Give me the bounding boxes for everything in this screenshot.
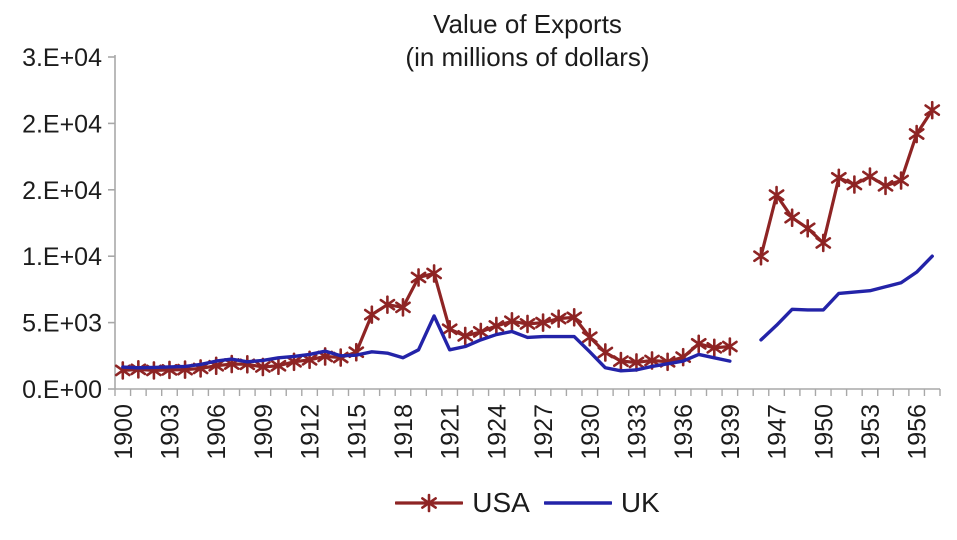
y-tick-label: 2.E+04	[22, 177, 102, 205]
usa-marker	[846, 178, 863, 191]
usa-marker	[426, 267, 443, 280]
usa-marker	[706, 341, 723, 354]
usa-marker	[550, 312, 567, 325]
chart-title: Value of Exports (in millions of dollars…	[115, 8, 940, 74]
uk-series-line	[121, 314, 732, 373]
usa-marker	[286, 355, 302, 368]
x-tick-label: 1906	[203, 404, 231, 460]
x-tick-label: 1953	[857, 404, 885, 460]
usa-marker	[410, 271, 427, 284]
usa-marker	[566, 311, 583, 324]
uk-line-swatch	[543, 492, 613, 514]
usa-marker	[457, 329, 474, 342]
x-tick-label: 1927	[530, 404, 558, 460]
legend-item-uk: UK	[543, 487, 660, 519]
x-tick-label: 1933	[623, 404, 651, 460]
x-tick-label: 1947	[764, 404, 792, 460]
chart-title-line2: (in millions of dollars)	[405, 42, 650, 72]
usa-series-line	[759, 108, 934, 258]
usa-marker	[628, 356, 645, 369]
usa-marker	[301, 353, 318, 366]
uk-swatch-svg	[543, 501, 613, 505]
plot-area: 0.E+00 5.E+03 1.E+04 2.E+04 2.E+04 3.E+04 1900…	[22, 44, 941, 460]
x-tick-label: 1918	[390, 404, 418, 460]
y-tick-label: 0.E+00	[22, 376, 102, 404]
uk-series-line	[759, 254, 934, 342]
usa-series-line	[121, 271, 732, 373]
usa-marker	[644, 354, 660, 367]
usa-marker	[612, 355, 629, 368]
usa-marker	[395, 301, 411, 314]
usa-marker	[753, 250, 769, 263]
usa-marker	[830, 171, 847, 184]
usa-marker	[192, 362, 209, 375]
legend-label-usa: USA	[472, 487, 530, 518]
legend: USA UK	[115, 487, 940, 519]
x-tick-label: 1936	[670, 404, 698, 460]
usa-marker	[581, 331, 598, 344]
chart-title-line1: Value of Exports	[433, 9, 622, 39]
usa-marker	[363, 308, 380, 321]
usa-marker	[208, 359, 225, 372]
usa-marker	[799, 222, 816, 235]
usa-marker	[877, 179, 894, 192]
x-tick-label: 1950	[810, 404, 838, 460]
usa-marker	[597, 346, 614, 359]
usa-marker	[768, 189, 785, 202]
usa-marker	[690, 337, 707, 350]
usa-marker	[535, 316, 551, 329]
y-tick-label: 1.E+04	[22, 243, 102, 271]
usa-marker	[862, 170, 878, 183]
usa-marker	[504, 315, 520, 328]
usa-marker	[441, 323, 458, 336]
usa-marker	[721, 340, 738, 353]
usa-marker	[784, 211, 801, 224]
usa-marker	[519, 318, 536, 330]
x-tick-label: 1900	[110, 404, 138, 460]
y-tick-label: 3.E+04	[22, 44, 102, 72]
legend-item-usa: USA	[394, 487, 530, 519]
x-tick-label: 1903	[156, 404, 184, 460]
usa-marker	[488, 320, 505, 332]
usa-marker	[379, 298, 396, 311]
usa-line-marker-swatch	[394, 492, 464, 514]
x-tick-label: 1915	[343, 404, 371, 460]
usa-marker	[908, 128, 925, 140]
x-tick-label: 1930	[577, 404, 605, 460]
usa-swatch-svg	[394, 493, 464, 513]
x-tick-label: 1909	[250, 404, 278, 460]
y-tick-label: 5.E+03	[22, 310, 102, 338]
x-tick-label: 1924	[483, 404, 511, 460]
usa-marker	[893, 174, 909, 187]
usa-marker	[815, 237, 832, 249]
y-tick-label: 2.E+04	[22, 110, 102, 138]
x-tick-label: 1921	[437, 404, 465, 460]
x-tick-label: 1939	[717, 404, 745, 460]
usa-marker	[472, 325, 489, 338]
usa-marker	[254, 361, 271, 373]
x-tick-label: 1912	[297, 404, 325, 460]
x-tick-label: 1956	[904, 404, 932, 460]
legend-label-uk: UK	[620, 487, 660, 518]
usa-marker	[924, 104, 941, 117]
usa-marker	[270, 359, 287, 372]
